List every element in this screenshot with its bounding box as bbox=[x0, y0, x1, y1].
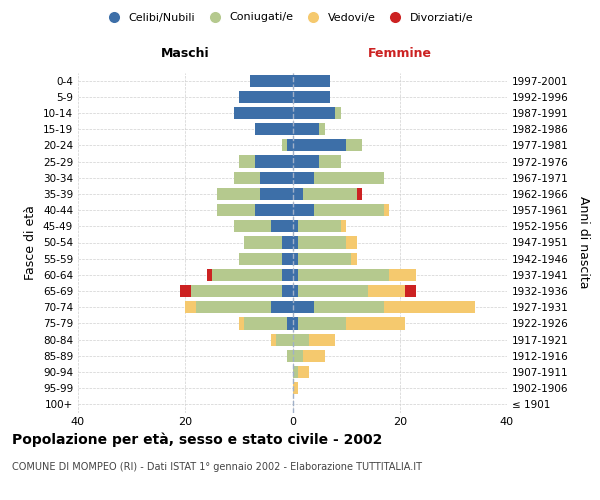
Bar bbox=[314, 204, 383, 216]
Bar bbox=[260, 188, 293, 200]
Bar bbox=[293, 301, 314, 314]
Bar bbox=[271, 301, 293, 314]
Bar bbox=[293, 90, 330, 103]
Bar bbox=[293, 269, 298, 281]
Bar bbox=[282, 269, 293, 281]
Bar bbox=[271, 220, 293, 232]
Bar bbox=[383, 204, 389, 216]
Bar bbox=[287, 350, 293, 362]
Bar bbox=[352, 252, 357, 265]
Bar bbox=[293, 188, 303, 200]
Y-axis label: Anni di nascita: Anni di nascita bbox=[577, 196, 590, 288]
Bar bbox=[239, 318, 244, 330]
Bar bbox=[293, 366, 298, 378]
Bar bbox=[233, 172, 260, 184]
Bar bbox=[303, 350, 325, 362]
Bar bbox=[293, 156, 319, 168]
Bar bbox=[346, 140, 362, 151]
Bar bbox=[314, 301, 383, 314]
Bar bbox=[191, 285, 282, 297]
Bar bbox=[196, 301, 271, 314]
Bar bbox=[346, 318, 405, 330]
Bar bbox=[255, 204, 293, 216]
Bar bbox=[405, 285, 416, 297]
Y-axis label: Fasce di età: Fasce di età bbox=[25, 205, 37, 280]
Bar bbox=[293, 123, 319, 135]
Bar bbox=[293, 334, 308, 345]
Bar bbox=[319, 123, 325, 135]
Bar bbox=[282, 140, 287, 151]
Bar bbox=[293, 382, 298, 394]
Bar bbox=[293, 220, 298, 232]
Text: COMUNE DI MOMPEO (RI) - Dati ISTAT 1° gennaio 2002 - Elaborazione TUTTITALIA.IT: COMUNE DI MOMPEO (RI) - Dati ISTAT 1° ge… bbox=[12, 462, 422, 472]
Bar bbox=[250, 74, 293, 86]
Bar bbox=[206, 269, 212, 281]
Bar bbox=[271, 334, 277, 345]
Bar bbox=[277, 334, 293, 345]
Bar bbox=[298, 318, 346, 330]
Bar bbox=[217, 204, 255, 216]
Bar bbox=[239, 90, 293, 103]
Bar bbox=[212, 269, 282, 281]
Legend: Celibi/Nubili, Coniugati/e, Vedovi/e, Divorziati/e: Celibi/Nubili, Coniugati/e, Vedovi/e, Di… bbox=[98, 8, 478, 27]
Bar bbox=[298, 285, 368, 297]
Bar bbox=[217, 188, 260, 200]
Bar bbox=[282, 252, 293, 265]
Bar bbox=[335, 107, 341, 119]
Bar bbox=[341, 220, 346, 232]
Bar bbox=[314, 172, 383, 184]
Text: Popolazione per età, sesso e stato civile - 2002: Popolazione per età, sesso e stato civil… bbox=[12, 432, 382, 447]
Bar bbox=[287, 140, 293, 151]
Bar bbox=[293, 107, 335, 119]
Bar bbox=[293, 140, 346, 151]
Bar bbox=[293, 74, 330, 86]
Bar bbox=[239, 252, 282, 265]
Bar bbox=[244, 318, 287, 330]
Bar bbox=[368, 285, 405, 297]
Bar bbox=[287, 318, 293, 330]
Bar bbox=[298, 220, 341, 232]
Bar bbox=[244, 236, 282, 248]
Bar bbox=[282, 285, 293, 297]
Bar bbox=[383, 301, 475, 314]
Bar bbox=[233, 220, 271, 232]
Bar bbox=[298, 269, 389, 281]
Bar bbox=[293, 252, 298, 265]
Bar bbox=[303, 188, 357, 200]
Bar bbox=[319, 156, 341, 168]
Bar bbox=[308, 334, 335, 345]
Bar bbox=[239, 156, 255, 168]
Bar bbox=[298, 252, 352, 265]
Bar bbox=[293, 204, 314, 216]
Bar bbox=[389, 269, 416, 281]
Text: Maschi: Maschi bbox=[161, 46, 209, 60]
Bar bbox=[357, 188, 362, 200]
Bar bbox=[282, 236, 293, 248]
Bar bbox=[260, 172, 293, 184]
Bar bbox=[293, 350, 303, 362]
Text: Femmine: Femmine bbox=[368, 46, 432, 60]
Bar bbox=[293, 172, 314, 184]
Bar bbox=[298, 366, 308, 378]
Bar bbox=[233, 107, 293, 119]
Bar bbox=[293, 285, 298, 297]
Bar bbox=[293, 236, 298, 248]
Bar bbox=[298, 236, 346, 248]
Bar bbox=[180, 285, 191, 297]
Bar bbox=[255, 156, 293, 168]
Bar bbox=[185, 301, 196, 314]
Bar bbox=[346, 236, 357, 248]
Bar bbox=[293, 318, 298, 330]
Bar bbox=[255, 123, 293, 135]
